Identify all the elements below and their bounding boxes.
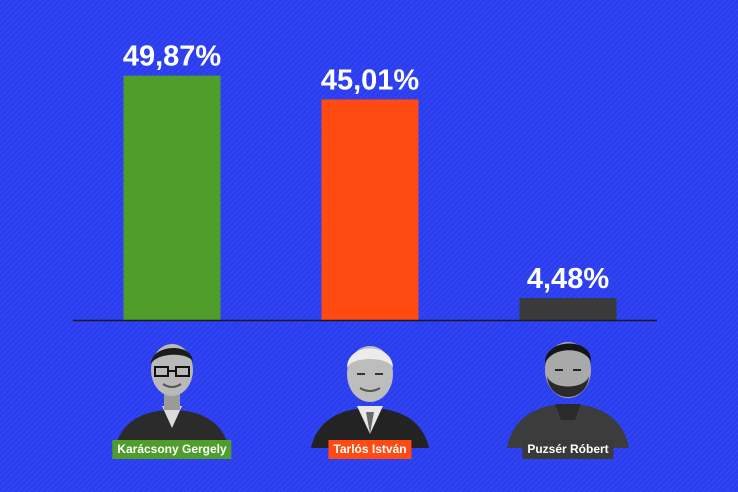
portrait-karacsony-icon: [107, 330, 237, 448]
bar-puzser: [519, 298, 617, 320]
name-tag-puzser: Puzsér Róbert: [522, 440, 614, 459]
portrait-tarlos-icon: [305, 330, 435, 448]
portrait-puzser-icon: [503, 330, 633, 448]
bar-tarlos: [321, 99, 419, 321]
bar-karacsony: [123, 75, 221, 321]
name-tag-karacsony: Karácsony Gergely: [112, 440, 232, 459]
value-label-karacsony: 49,87%: [123, 41, 222, 73]
value-label-puzser: 4,48%: [527, 263, 609, 295]
name-tag-tarlos: Tarlós István: [328, 440, 412, 459]
value-label-tarlos: 45,01%: [321, 64, 420, 96]
